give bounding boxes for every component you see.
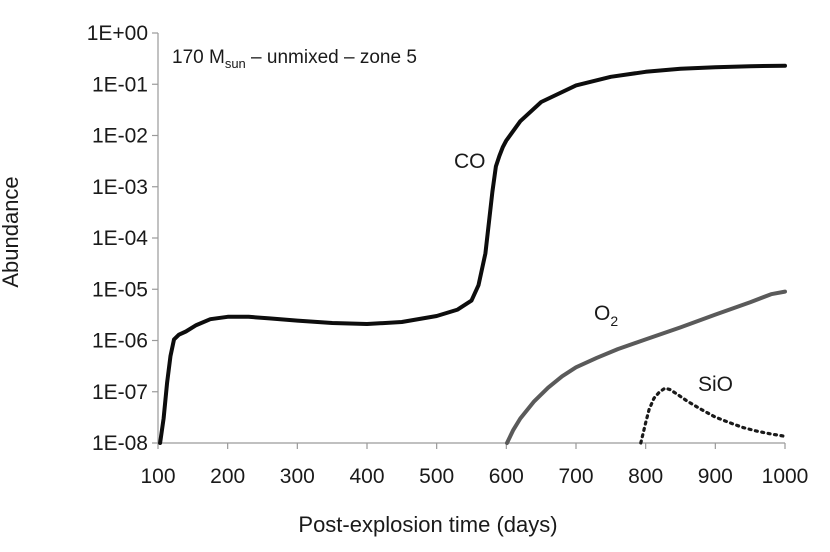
y-tick-label: 1E-05 bbox=[92, 278, 148, 301]
series-line-co bbox=[158, 63, 787, 445]
x-tick-label: 100 bbox=[140, 465, 175, 488]
title-suffix: – unmixed – zone 5 bbox=[246, 47, 417, 68]
x-tick-label: 300 bbox=[280, 465, 315, 488]
x-tick-label: 900 bbox=[698, 465, 733, 488]
y-tick-label: 1E+00 bbox=[87, 22, 148, 45]
svg-text:170 Msun – unmixed – zone 5: 170 Msun – unmixed – zone 5 bbox=[172, 47, 417, 71]
y-tick-label: 1E-08 bbox=[92, 432, 148, 455]
y-ticks: 1E-08 1E-07 1E-06 1E-05 1E-04 1E-03 1E-02 1E-01… bbox=[87, 22, 158, 455]
chart-title: 170 Msun – unmixed – zone 5 bbox=[172, 47, 417, 71]
y-tick-label: 1E-06 bbox=[92, 330, 148, 353]
x-tick-label: 1000 bbox=[762, 465, 809, 488]
x-axis-title: Post-explosion time (days) bbox=[298, 512, 557, 537]
series-line-sio bbox=[639, 386, 787, 445]
series-label-o2-main: O bbox=[594, 302, 610, 325]
x-tick-label: 500 bbox=[419, 465, 454, 488]
title-subscript: sun bbox=[225, 56, 246, 71]
x-tick-label: 200 bbox=[210, 465, 245, 488]
y-axis-title: Abundance bbox=[0, 176, 23, 287]
y-tick-label: 1E-07 bbox=[92, 381, 148, 404]
x-ticks: 100 200 300 400 500 600 700 800 900 1000 bbox=[140, 443, 808, 488]
x-tick-label: 700 bbox=[558, 465, 593, 488]
y-tick-label: 1E-02 bbox=[92, 125, 148, 148]
series-label-co: CO bbox=[454, 150, 486, 173]
x-tick-label: 600 bbox=[489, 465, 524, 488]
title-prefix: 170 M bbox=[172, 47, 225, 68]
y-tick-label: 1E-04 bbox=[92, 227, 148, 250]
series-label-sio: SiO bbox=[698, 373, 733, 396]
series-line-o2 bbox=[505, 289, 787, 445]
series-layer bbox=[158, 63, 787, 445]
x-tick-label: 400 bbox=[349, 465, 384, 488]
series-label-o2-sub: 2 bbox=[610, 313, 618, 329]
x-tick-label: 800 bbox=[628, 465, 663, 488]
y-tick-label: 1E-03 bbox=[92, 176, 148, 199]
series-label-o2: O2 bbox=[594, 302, 618, 329]
y-tick-label: 1E-01 bbox=[92, 73, 148, 96]
